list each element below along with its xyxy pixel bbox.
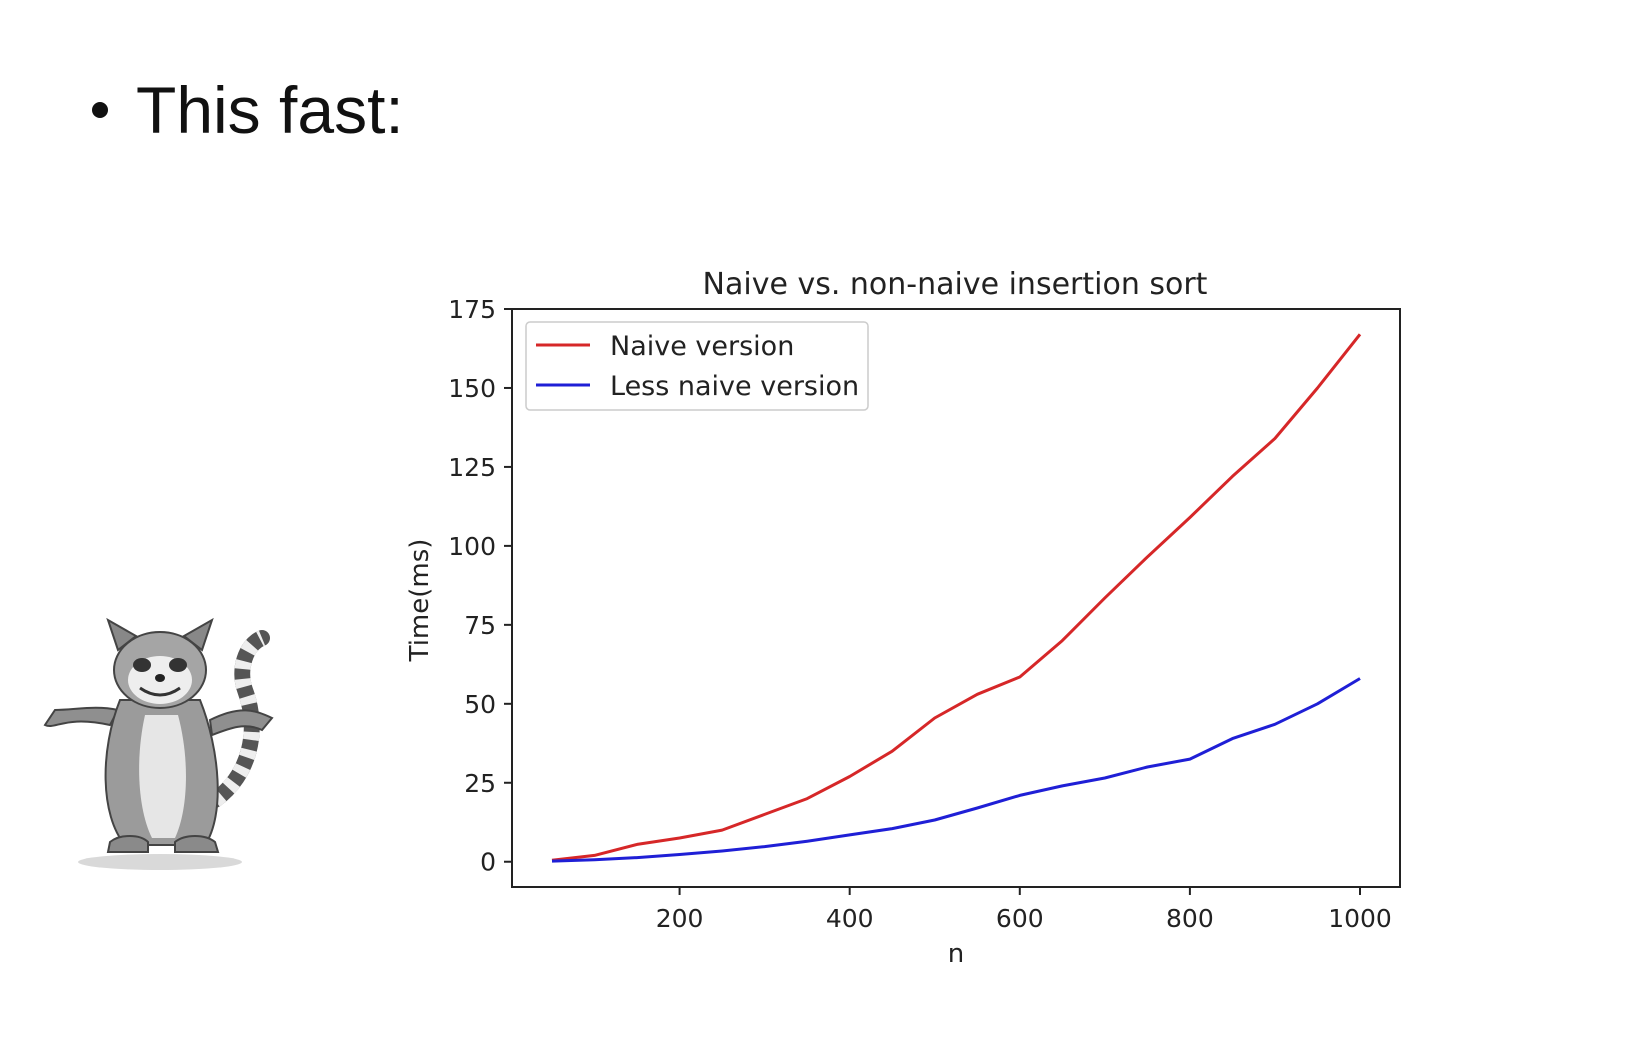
- y-tick-label: 75: [464, 611, 496, 640]
- bullet-text: This fast:: [136, 73, 404, 147]
- legend-box: [525, 321, 869, 411]
- bullet-dot-icon: [92, 102, 108, 118]
- x-tick-label: 600: [996, 904, 1044, 933]
- x-tick-label: 200: [656, 904, 704, 933]
- series-line-naive: [551, 333, 1362, 862]
- y-tick-label: 0: [480, 848, 496, 877]
- legend-label-naive: Naive version: [610, 331, 794, 362]
- y-tick-label: 25: [464, 769, 496, 798]
- lemur-icon: [43, 617, 274, 870]
- y-tick-label: 50: [464, 690, 496, 719]
- y-axis: 0 25 50 75 100 125 150 175: [448, 295, 512, 877]
- series-line-less-naive: [551, 677, 1361, 863]
- x-axis-label: n: [948, 939, 964, 969]
- bullet-item: This fast:: [92, 72, 404, 148]
- y-tick-label: 100: [448, 532, 496, 561]
- x-axis: 200 400 600 800 1000: [656, 887, 1392, 933]
- y-tick-label: 125: [448, 453, 496, 482]
- legend-label-less-naive: Less naive version: [610, 371, 859, 402]
- legend: Naive version Less naive version: [525, 321, 869, 411]
- plot-lines: [551, 333, 1362, 863]
- y-tick-label: 150: [448, 374, 496, 403]
- y-tick-label: 175: [448, 295, 496, 324]
- chart-title: Naive vs. non-naive insertion sort: [703, 267, 1208, 302]
- x-tick-label: 1000: [1328, 904, 1392, 933]
- x-tick-label: 400: [826, 904, 874, 933]
- y-axis-label: Time(ms): [405, 539, 435, 663]
- plot-frame: [511, 308, 1401, 888]
- x-tick-label: 800: [1166, 904, 1214, 933]
